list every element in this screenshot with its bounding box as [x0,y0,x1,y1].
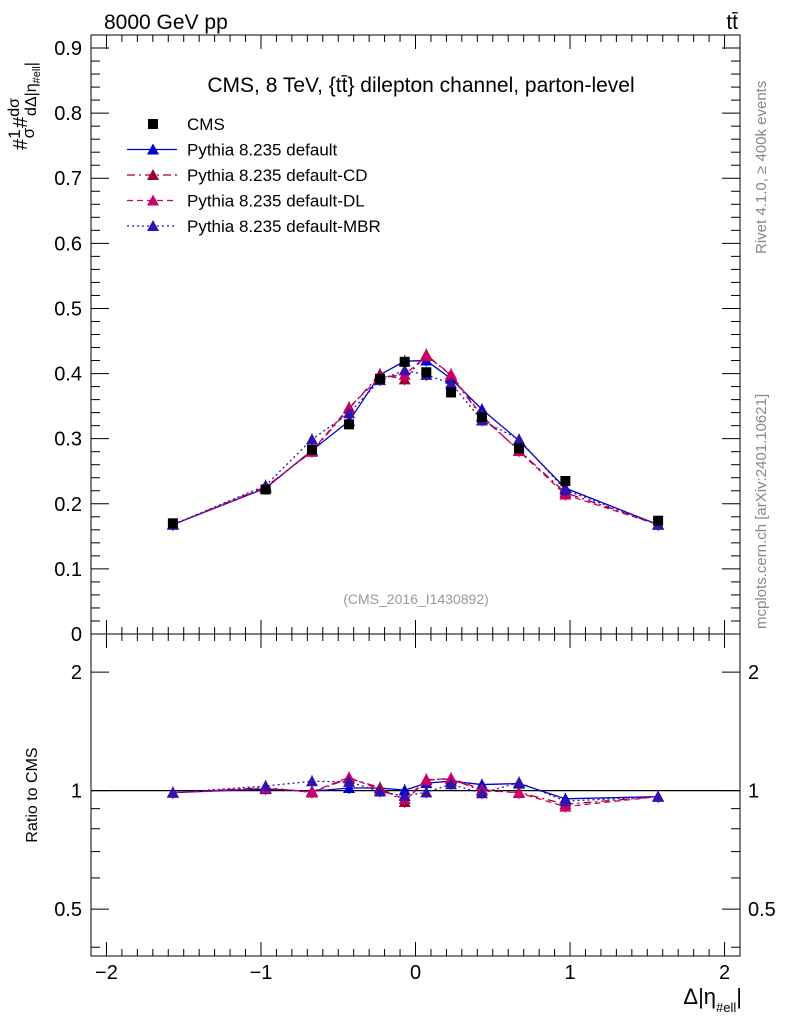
legend-marker [147,143,159,155]
series-point [343,407,356,419]
x-axis-label: Δ|η#ell| [683,984,742,1015]
chart-title: CMS, 8 TeV, {tt̄} dilepton channel, part… [207,74,634,97]
y-tick-label: 0.9 [54,38,82,60]
y-tick-label: 0.5 [54,298,82,320]
y-tick-label: 0.6 [54,233,82,255]
legend-label: Pythia 8.235 default-DL [187,192,365,211]
legend-marker [147,220,159,231]
ratio-plot-frame [90,633,741,957]
ratio-line [172,776,659,808]
ratio-point [420,786,433,798]
ratio-tick-label-right: 2 [748,662,759,684]
data-point [306,444,317,455]
legend-label: Pythia 8.235 default-CD [187,166,368,185]
ratio-tick-label: 0.5 [54,899,82,921]
data-point [421,367,432,378]
series-0 [166,354,665,805]
ratio-point [513,776,526,788]
ratio-point [166,786,179,798]
data-point [560,475,571,486]
legend-marker [148,119,158,129]
data-point [344,419,355,430]
x-tick-label: −2 [95,962,118,984]
series-line [172,353,659,526]
beam-label: 8000 GeV pp [104,11,228,34]
ratio-tick-label: 1 [71,781,82,803]
ratio-point [373,785,386,797]
series-line [172,355,659,526]
data-point [399,356,410,367]
y-tick-label: 0.8 [54,103,82,125]
series-2 [166,349,665,813]
legend-label: CMS [187,115,225,134]
series-point [445,368,458,380]
mcplots-label: mcplots.cern.ch [arXiv:2401.10621] [753,393,770,629]
legend-label: Pythia 8.235 default-MBR [187,217,381,236]
x-tick-label: 0 [410,962,421,984]
x-tick-label: 1 [564,962,575,984]
legend-label: Pythia 8.235 default [187,141,338,160]
y-tick-label: 0.4 [54,364,82,386]
ratio-point [305,785,318,797]
ratio-tick-label: 2 [71,662,82,684]
legend: CMS Pythia 8.235 default Pythia 8.235 defa… [127,115,381,236]
data-point [260,484,271,495]
series-point [559,484,572,496]
ratio-point [259,780,272,792]
y-tick-label: 0.7 [54,168,82,190]
ratio-tick-label-right: 0.5 [748,899,776,921]
x-tick-label: 2 [719,962,730,984]
data-point [653,515,664,526]
ratio-line [172,777,659,805]
ratio-point [652,790,665,802]
legend-marker [147,194,159,206]
data-point [167,518,178,529]
data-point [476,412,487,423]
ratio-point [398,784,411,796]
series-point [420,349,433,361]
ratio-y-label: Ratio to CMS [24,747,41,842]
series-point [513,433,526,445]
series-line [172,359,659,526]
legend-marker [147,169,159,180]
y-axis-label: #1σ#dσdΔ|η#ell| [5,62,43,150]
series-point [398,364,411,376]
ratio-point [398,790,411,802]
process-label: tt̄ [726,11,738,34]
ratio-tick-label-right: 1 [748,781,759,803]
ratio-point [445,778,458,790]
ratio-point [343,775,356,787]
ratio-line [172,780,659,802]
data-point [374,373,385,384]
series-line [172,369,659,526]
series-3 [166,364,665,808]
ratio-point [513,787,526,799]
y-tick-label: 0.1 [54,559,82,581]
ratio-point [445,772,458,784]
series-point [305,433,318,445]
y-tick-label: 0.2 [54,494,82,516]
ratio-point [305,775,318,787]
ratio-point [420,774,433,786]
x-tick-label: −1 [250,962,273,984]
data-point [514,443,525,454]
analysis-label: (CMS_2016_I1430892) [343,591,489,607]
series-1 [166,348,665,811]
y-tick-label: 0 [71,624,82,646]
series-point [445,377,458,389]
ratio-point [475,787,488,799]
y-tick-label: 0.3 [54,429,82,451]
data-point [446,387,457,398]
ratio-point [559,795,572,807]
rivet-version-label: Rivet 4.1.0, ≥ 400k events [753,80,770,254]
